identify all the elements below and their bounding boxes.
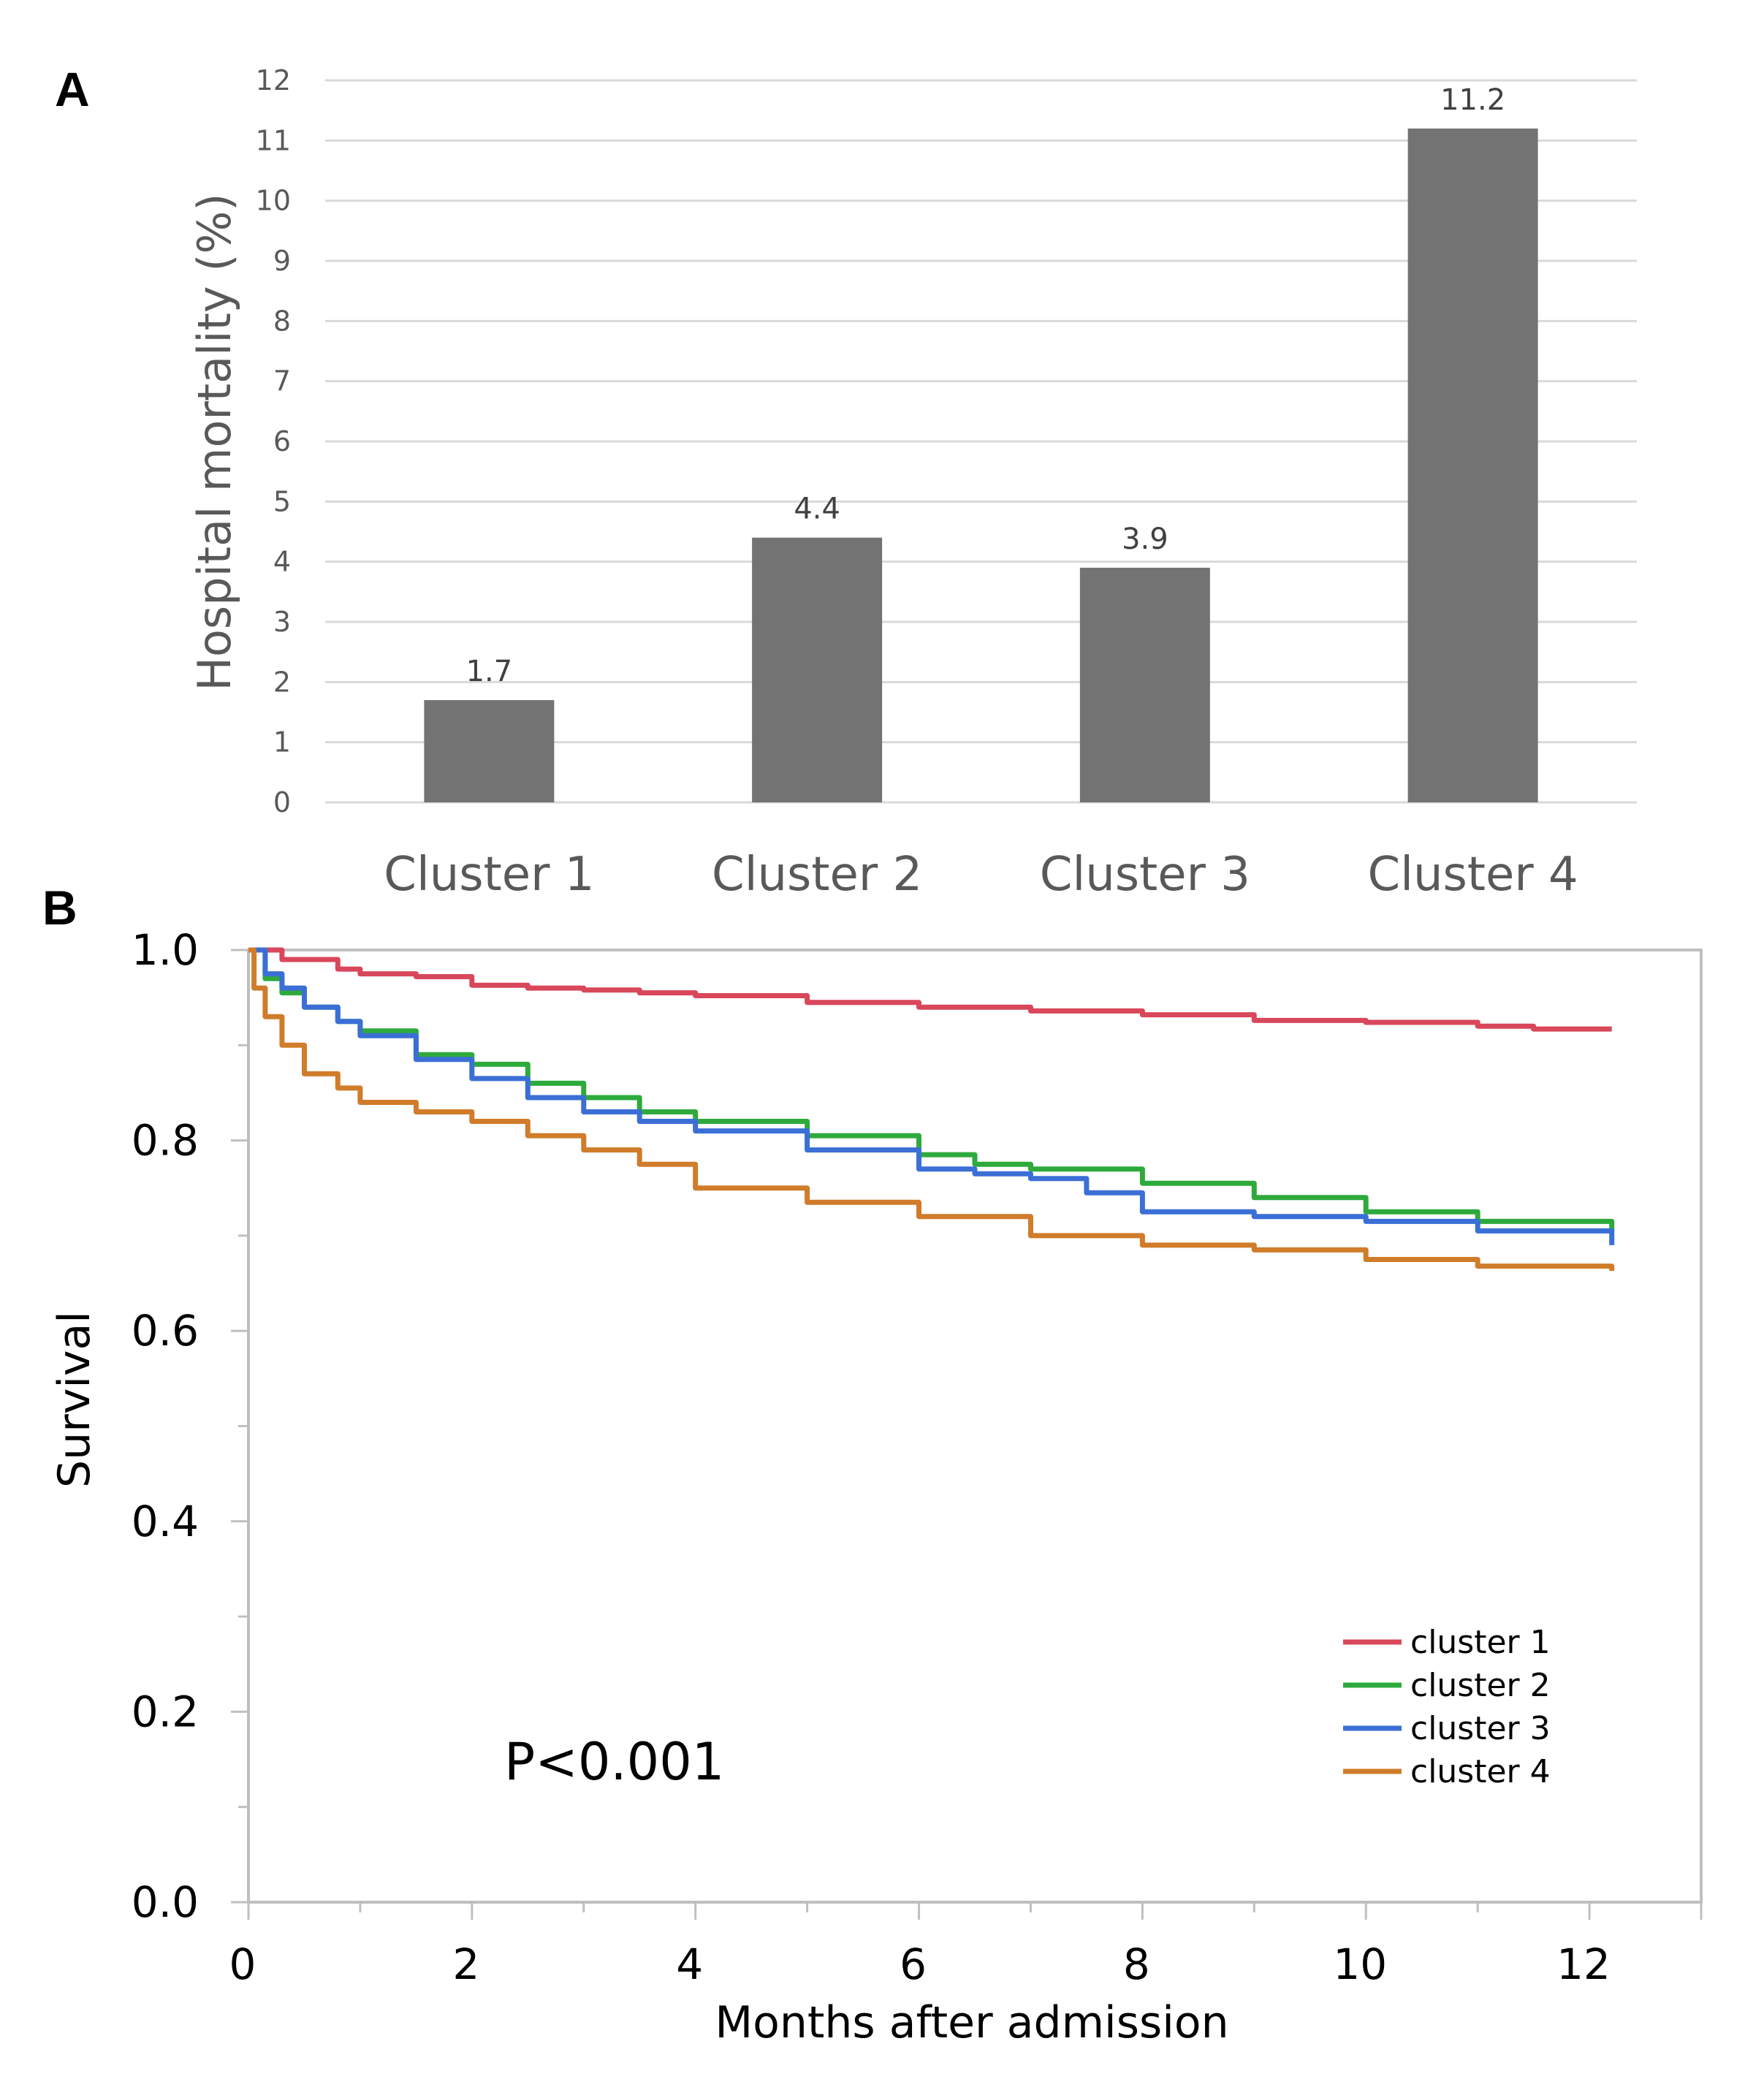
panel-a-letter: A: [55, 62, 90, 116]
y-tick-label: 1.0: [132, 925, 199, 975]
data-label: 1.7: [466, 655, 513, 688]
x-tick-label: 0: [229, 1939, 256, 1989]
y-tick-label: 4: [273, 546, 291, 578]
x-axis-title: Months after admission: [715, 1997, 1228, 2048]
y-tick-label: 2: [273, 666, 291, 698]
panel-b-letter: B: [42, 881, 77, 935]
x-tick-label: 12: [1556, 1939, 1611, 1989]
legend-label: cluster 2: [1410, 1667, 1551, 1704]
survival-curve: [248, 947, 1615, 1231]
bar: [1407, 128, 1538, 802]
survival-curve: [248, 947, 1615, 1272]
bar: [424, 700, 555, 802]
y-tick-label: 1: [273, 726, 291, 759]
category-label: Cluster 4: [1368, 848, 1578, 902]
legend-label: cluster 1: [1410, 1624, 1551, 1661]
x-tick-label: 10: [1333, 1939, 1387, 1989]
bar: [1079, 567, 1210, 802]
y-axis-title: Hospital mortality (%): [188, 193, 241, 691]
category-label: Cluster 1: [384, 848, 594, 902]
p-value-annotation: P<0.001: [504, 1732, 724, 1792]
y-tick-label: 8: [273, 305, 291, 337]
survival-curve: [248, 947, 1615, 1245]
x-tick-label: 8: [1123, 1939, 1150, 1989]
y-tick-label: 9: [273, 245, 291, 277]
y-tick-label: 0.0: [132, 1877, 199, 1927]
y-tick-label: 0.4: [132, 1497, 199, 1546]
y-tick-label: 12: [256, 64, 291, 96]
y-tick-label: 0.2: [132, 1687, 199, 1736]
survival-curve: [248, 947, 1612, 1032]
legend-label: cluster 4: [1410, 1753, 1551, 1790]
x-tick-label: 2: [452, 1939, 479, 1989]
data-label: 3.9: [1122, 522, 1168, 556]
y-tick-label: 0.8: [132, 1116, 199, 1166]
y-tick-label: 11: [256, 124, 291, 156]
data-label: 11.2: [1440, 83, 1505, 117]
y-tick-label: 10: [256, 185, 291, 217]
y-tick-label: 0: [273, 786, 291, 818]
survival-chart-panel: 0 2 4 6 8 10 12 0.0 0.2 0.4 0.6 0.8 1.0 cluster 1 clus…: [49, 925, 1703, 2048]
y-tick-label: 5: [273, 485, 291, 517]
x-tick-label: 6: [900, 1939, 927, 1989]
category-label: Cluster 2: [712, 848, 922, 902]
y-tick-label: 3: [273, 606, 291, 638]
legend-label: cluster 3: [1410, 1710, 1551, 1747]
y-tick-label: 7: [273, 365, 291, 398]
data-label: 4.4: [794, 493, 840, 526]
y-tick-label: 6: [273, 425, 291, 457]
x-tick-label: 4: [676, 1939, 703, 1989]
y-axis-title: Survival: [49, 1311, 100, 1488]
category-label: Cluster 3: [1040, 848, 1250, 902]
bar: [752, 537, 883, 802]
y-tick-label: 0.6: [132, 1306, 199, 1356]
